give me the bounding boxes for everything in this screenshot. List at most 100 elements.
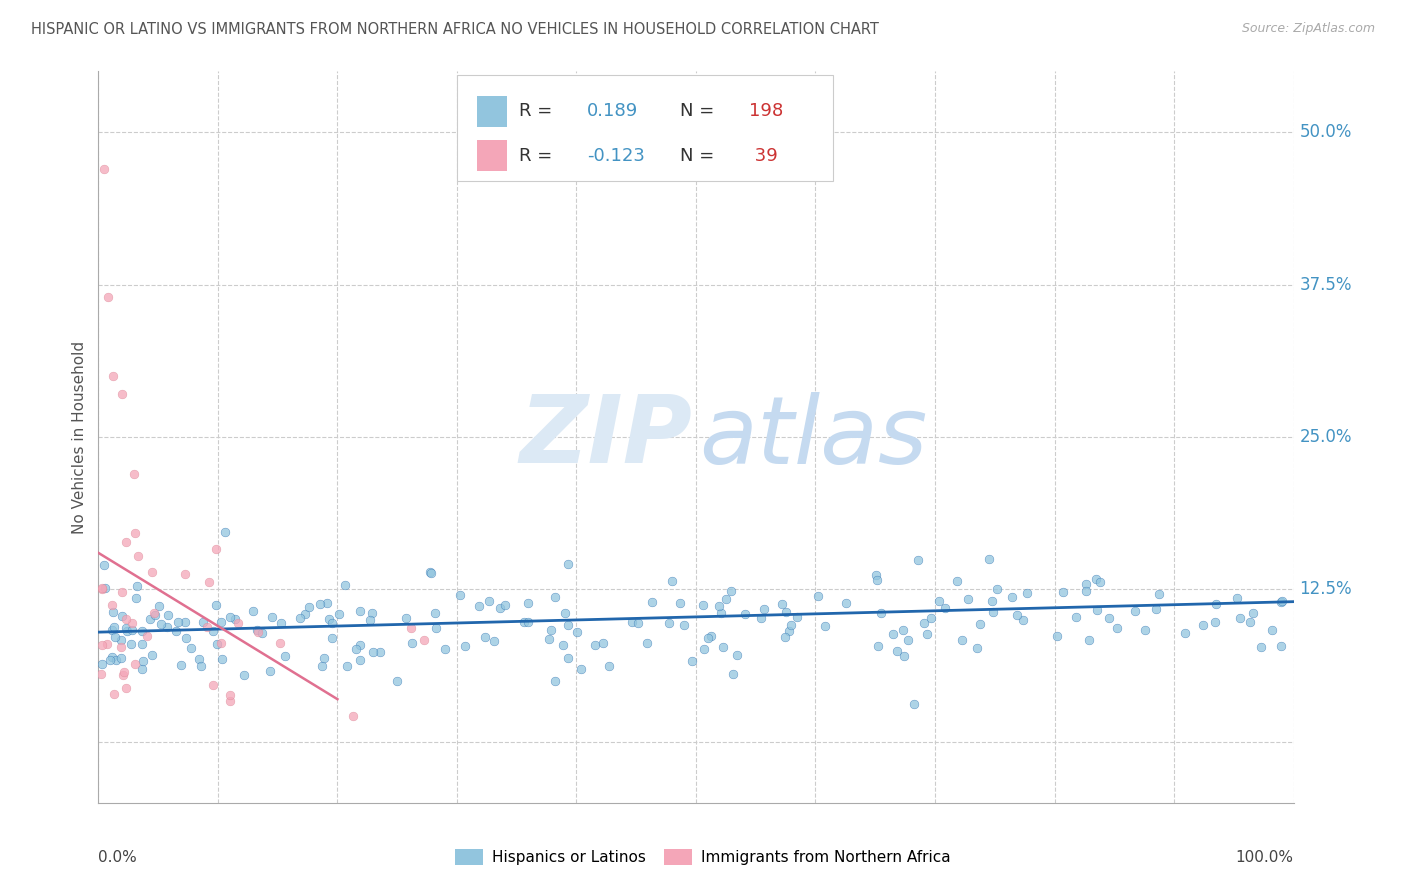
Point [269, 635, 291, 649]
Point [693, 642, 716, 657]
Point [778, 624, 800, 638]
Point [540, 623, 562, 637]
Point [814, 619, 837, 633]
Text: HISPANIC OR LATINO VS IMMIGRANTS FROM NORTHERN AFRICA NO VEHICLES IN HOUSEHOLD C: HISPANIC OR LATINO VS IMMIGRANTS FROM NO… [31, 22, 879, 37]
Point [866, 639, 889, 653]
Point [115, 621, 138, 635]
Point [246, 625, 269, 640]
Point [110, 632, 132, 647]
Point [165, 624, 187, 638]
Point [359, 614, 381, 628]
Point [807, 589, 830, 603]
Point [981, 605, 1004, 619]
Point [115, 534, 138, 549]
Point [385, 673, 408, 688]
Point [1226, 591, 1249, 606]
Point [198, 575, 221, 590]
Point [692, 598, 714, 612]
Point [482, 633, 505, 648]
FancyBboxPatch shape [477, 96, 508, 127]
Point [180, 640, 202, 655]
Point [131, 637, 153, 651]
Point [512, 615, 534, 629]
Text: R =: R = [519, 146, 558, 165]
Point [202, 624, 225, 638]
Text: 50.0%: 50.0% [1299, 123, 1353, 141]
Point [103, 605, 125, 619]
Point [93, 558, 115, 573]
Point [474, 631, 496, 645]
Point [786, 610, 808, 624]
Point [110, 640, 132, 654]
Point [187, 651, 209, 665]
Point [111, 585, 134, 599]
Point [734, 607, 756, 622]
Point [103, 687, 125, 701]
Point [945, 574, 967, 589]
Point [1046, 629, 1069, 643]
Point [772, 598, 794, 612]
Point [232, 668, 254, 682]
Point [111, 668, 134, 682]
Text: 198: 198 [748, 103, 783, 120]
Point [115, 624, 138, 638]
Text: ZIP: ZIP [519, 391, 692, 483]
Point [907, 553, 929, 567]
Point [104, 653, 127, 667]
Point [1064, 609, 1087, 624]
Point [869, 606, 891, 620]
Point [142, 607, 165, 621]
Point [141, 648, 163, 662]
Point [544, 673, 567, 688]
Point [211, 652, 233, 666]
Point [349, 653, 371, 667]
Text: atlas: atlas [700, 392, 928, 483]
Point [174, 615, 197, 630]
Point [288, 611, 311, 625]
Point [195, 620, 218, 634]
Point [156, 620, 179, 634]
Point [494, 598, 516, 612]
Point [204, 542, 226, 557]
Point [209, 636, 232, 650]
Point [557, 651, 579, 665]
Point [449, 588, 471, 602]
Point [349, 638, 371, 652]
Point [91, 638, 114, 652]
Point [205, 637, 228, 651]
Y-axis label: No Vehicles in Household: No Vehicles in Household [72, 341, 87, 533]
Point [246, 623, 269, 637]
Point [214, 524, 236, 539]
Point [700, 629, 723, 643]
FancyBboxPatch shape [477, 140, 508, 171]
Point [720, 583, 742, 598]
Text: N =: N = [681, 103, 720, 120]
Point [399, 621, 422, 635]
Point [148, 599, 170, 613]
Point [224, 612, 246, 626]
Point [219, 688, 242, 702]
Point [103, 620, 125, 634]
Point [368, 645, 391, 659]
Point [956, 592, 979, 607]
Point [111, 387, 134, 401]
Point [912, 615, 935, 630]
Point [553, 638, 575, 652]
Point [1271, 594, 1294, 608]
Point [174, 566, 197, 581]
Point [565, 625, 588, 640]
Point [668, 596, 690, 610]
Point [298, 600, 321, 615]
Point [725, 648, 748, 662]
Point [395, 611, 418, 625]
Text: 100.0%: 100.0% [1236, 850, 1294, 865]
Point [96, 636, 118, 650]
Point [90, 667, 112, 681]
Point [260, 610, 283, 624]
Point [401, 636, 423, 650]
Point [882, 627, 904, 641]
Point [681, 655, 703, 669]
Point [202, 677, 225, 691]
Point [1205, 597, 1227, 611]
Point [966, 641, 988, 656]
